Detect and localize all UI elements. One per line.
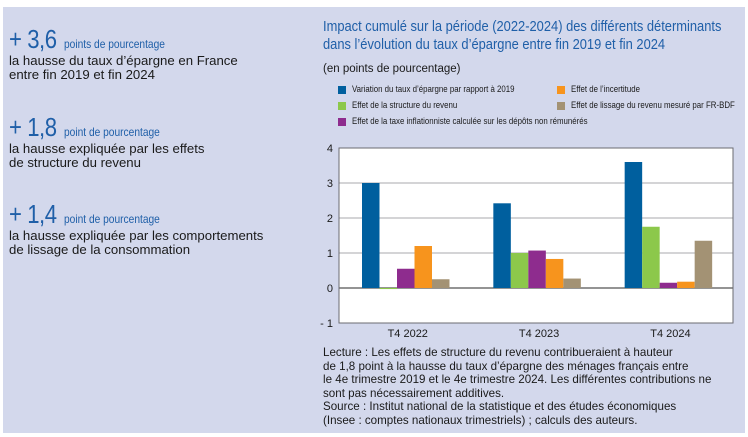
legend-swatch [557,85,565,94]
legend-swatch [338,101,346,110]
bar [677,281,695,288]
y-tick-label: 2 [327,213,333,225]
legend-label: Effet de lissage du revenu mesuré par FR… [571,100,735,111]
legend-item: Effet de lissage du revenu mesuré par FR… [557,100,748,111]
bar [362,183,380,288]
highlight-consumption-smoothing: + 1,4 point de pourcentage la hausse exp… [9,199,263,258]
lecture-note-line: sont pas nécessairement additives. [323,386,505,400]
bar [414,246,432,288]
highlight-unit: points de pourcentage [63,37,165,51]
legend-label: Effet de la structure du revenu [352,100,458,111]
legend-swatch [338,85,346,94]
bar [493,203,511,288]
chart-title-line: Impact cumulé sur la période (2022-2024)… [323,18,722,35]
x-tick-label: T4 2022 [388,328,428,340]
source-note-line: Source : Institut national de la statist… [323,400,677,414]
legend-item: Variation du taux d’épargne par rapport … [338,84,550,95]
bar [510,253,529,288]
lecture-note-line: Lecture : Les effets de structure du rev… [323,346,673,359]
bar [694,240,713,288]
bar [397,268,415,288]
legend-label: Effet de la taxe inflationniste calculée… [352,116,588,127]
y-tick-label: - 1 [320,318,333,330]
bar [528,250,546,288]
bar [545,258,564,288]
highlight-unit: point de pourcentage [63,212,160,226]
x-tick-label: T4 2024 [650,328,690,340]
highlight-description: la hausse du taux d’épargne en France [9,53,238,68]
chart-title-line: dans l’évolution du taux d’épargne entre… [323,36,666,53]
legend-label: Variation du taux d’épargne par rapport … [352,84,515,95]
bar [624,162,643,288]
highlight-description: entre fin 2019 et fin 2024 [9,67,155,82]
y-tick-label: 4 [327,143,333,155]
plot-area [339,148,733,323]
legend-item: Effet de la structure du revenu [338,100,480,111]
chart-title: Impact cumulé sur la période (2022-2024)… [323,18,736,54]
legend-swatch [557,101,565,110]
legend-swatch [338,117,346,126]
bar [379,288,397,290]
highlight-description: la hausse expliquée par les effets [9,141,205,156]
y-tick-label: 0 [327,283,333,295]
legend-item: Effet de la taxe inflationniste calculée… [338,116,639,127]
highlight-savings-rate: + 3,6 points de pourcentage la hausse du… [9,24,238,83]
highlight-description: de structure du revenu [9,155,141,170]
lecture-note-line: le 4e trimestre 2019 et le 4e trimestre … [323,373,712,387]
bar [642,226,660,288]
highlight-value: + 3,6 [9,24,57,54]
x-tick-label: T4 2023 [519,328,559,340]
lecture-note-line: de 1,8 point à la hausse du taux d’éparg… [323,359,689,373]
highlight-description: la hausse expliquée par les comportement… [9,228,264,243]
highlight-value: + 1,8 [9,112,57,142]
legend-label: Effet de l’incertitude [571,84,640,95]
y-tick-label: 1 [327,248,333,260]
plot-frame [338,147,734,324]
highlight-income-structure: + 1,8 point de pourcentage la hausse exp… [9,112,205,171]
highlight-description: de lissage de la consommation [9,242,191,257]
bar [563,278,581,288]
highlight-value: + 1,4 [9,199,57,229]
chart-subtitle: (en points de pourcentage) [323,63,461,75]
legend-item: Effet de l’incertitude [557,84,655,95]
chart-footer: Lecture : Les effets de structure du rev… [323,346,743,428]
bar [659,282,678,288]
bar [432,279,450,288]
source-note-line: (Insee : comptes nationaux trimestriels)… [323,413,638,427]
highlight-unit: point de pourcentage [63,125,160,139]
y-tick-label: 3 [327,178,333,190]
